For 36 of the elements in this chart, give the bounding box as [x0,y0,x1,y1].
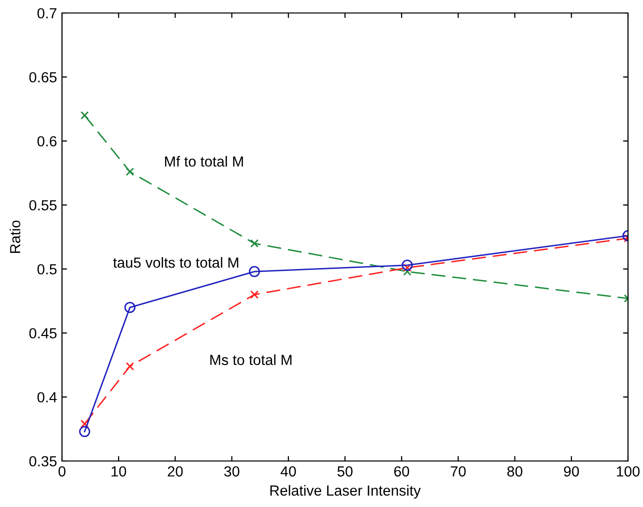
point [126,168,134,176]
point [79,426,90,438]
x-tick-label: 40 [280,466,296,477]
y-tick-label: 0.5 [37,264,57,274]
y-tick-label: 0.65 [29,72,57,82]
point [403,267,412,276]
point [80,420,89,428]
y-axis-title: Ratio [10,220,20,253]
series-label: tau5 volts to total M [113,257,238,268]
point [248,266,260,278]
y-tick-label: 0.45 [29,328,57,338]
point [403,264,412,272]
y-tick-label: 0.6 [37,136,56,146]
y-tick-label: 0.35 [29,456,57,466]
x-tick-label: 50 [337,466,353,477]
x-tick-label: 0 [58,466,66,477]
series-label: Mf to total M [165,156,243,167]
point [250,290,259,299]
x-tick-label: 70 [450,466,466,477]
x-tick-label: 90 [564,466,579,477]
point [126,362,134,370]
x-tick-label: 30 [224,466,240,477]
x-tick-label: 80 [507,466,522,477]
text: Ms to total M [210,354,292,366]
x-tick-label: 10 [112,466,126,477]
y-tick-label: 0.7 [37,8,56,18]
x-tick-label: 100 [616,466,640,477]
point [402,260,413,271]
point [250,239,259,248]
x-tick-label: 20 [168,466,183,477]
point [80,111,89,120]
y-tick-label: 0.55 [29,200,57,210]
y-tick-label: 0.4 [37,392,57,402]
point [124,302,136,313]
x-axis-title: Relative Laser Intensity [270,485,421,499]
x-tick-label: 60 [394,466,410,477]
